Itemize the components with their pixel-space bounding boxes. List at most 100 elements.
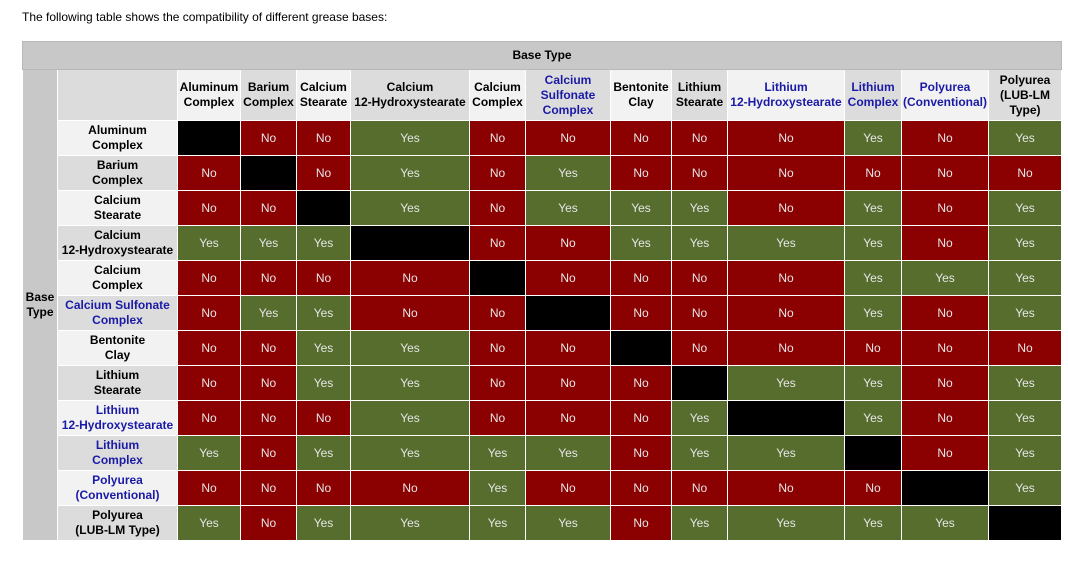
data-row: Lithium Complex Yes No Yes Yes Yes Yes No Yes Yes…: [23, 435, 1063, 471]
compat-cell: Yes: [671, 435, 728, 471]
header-row: Base Type Aluminum Complex Barium Complex…: [22, 69, 1063, 541]
column-header[interactable]: Lithium 12-Hydroxystearate: [727, 69, 845, 121]
self-cell: [671, 365, 728, 401]
compat-cell: No: [350, 295, 470, 331]
column-header: Bentonite Clay: [610, 69, 672, 121]
compat-cell: No: [525, 260, 611, 296]
compat-cell: Yes: [987, 260, 1063, 296]
compat-cell: Yes: [987, 190, 1063, 226]
corner-cell: [57, 69, 178, 121]
compat-cell: No: [727, 155, 845, 191]
compat-cell: No: [296, 260, 351, 296]
compat-cell: Yes: [177, 435, 241, 471]
compat-cell: Yes: [469, 470, 526, 506]
row-header: Barium Complex: [57, 155, 178, 191]
compat-cell: No: [525, 225, 611, 261]
column-header: Calcium 12-Hydroxystearate: [350, 69, 470, 121]
compat-cell: No: [177, 330, 241, 366]
compat-cell: Yes: [844, 400, 902, 436]
column-header[interactable]: Polyurea (Conventional): [901, 69, 989, 121]
compat-cell: Yes: [844, 120, 902, 156]
compat-cell: No: [240, 120, 297, 156]
compat-cell: Yes: [987, 120, 1063, 156]
compat-cell: No: [240, 435, 297, 471]
row-header[interactable]: Lithium Complex: [57, 435, 178, 471]
compat-cell: No: [610, 365, 672, 401]
compat-cell: No: [525, 400, 611, 436]
data-row: Aluminum Complex No No Yes No No No No No Yes No Ye…: [23, 120, 1063, 156]
compat-cell: No: [610, 400, 672, 436]
compat-cell: No: [901, 120, 989, 156]
compat-cell: Yes: [844, 260, 902, 296]
compat-cell: No: [671, 295, 728, 331]
compat-cell: Yes: [525, 505, 611, 541]
compat-cell: No: [177, 295, 241, 331]
compat-cell: No: [469, 365, 526, 401]
compat-cell: Yes: [177, 505, 241, 541]
compat-cell: Yes: [525, 190, 611, 226]
compat-cell: No: [177, 400, 241, 436]
compat-cell: Yes: [350, 435, 470, 471]
compat-cell: No: [844, 155, 902, 191]
compat-cell: Yes: [296, 505, 351, 541]
compat-cell: No: [469, 190, 526, 226]
compat-cell: Yes: [350, 330, 470, 366]
row-group-label: Base Type: [22, 69, 58, 541]
compat-cell: No: [901, 435, 989, 471]
compat-cell: Yes: [987, 295, 1063, 331]
self-cell: [350, 225, 470, 261]
compat-cell: No: [350, 260, 470, 296]
compat-cell: No: [240, 470, 297, 506]
compat-cell: Yes: [987, 470, 1063, 506]
compat-cell: No: [727, 470, 845, 506]
compat-cell: Yes: [987, 435, 1063, 471]
compat-cell: No: [240, 260, 297, 296]
row-header[interactable]: Lithium 12-Hydroxystearate: [57, 400, 178, 436]
compat-cell: No: [469, 155, 526, 191]
compat-cell: No: [901, 365, 989, 401]
compat-cell: Yes: [525, 435, 611, 471]
row-header[interactable]: Calcium Sulfonate Complex: [57, 295, 178, 331]
compat-cell: No: [844, 470, 902, 506]
compat-cell: No: [525, 365, 611, 401]
compat-cell: No: [469, 295, 526, 331]
compat-cell: Yes: [240, 225, 297, 261]
column-header: Calcium Complex: [469, 69, 526, 121]
row-header: Calcium Complex: [57, 260, 178, 296]
column-header: Polyurea (LUB-LM Type): [987, 69, 1063, 121]
data-row: Calcium Complex No No No No No No No No Yes Yes Yes: [23, 260, 1063, 296]
data-row: Polyurea (LUB-LM Type) Yes No Yes Yes Yes Yes N…: [23, 505, 1063, 541]
compat-cell: Yes: [296, 365, 351, 401]
compat-cell: No: [296, 470, 351, 506]
row-header[interactable]: Polyurea (Conventional): [57, 470, 178, 506]
compat-cell: Yes: [844, 365, 902, 401]
column-header: Calcium Stearate: [296, 69, 351, 121]
compat-cell: Yes: [844, 505, 902, 541]
compat-cell: Yes: [610, 225, 672, 261]
compat-cell: Yes: [671, 505, 728, 541]
compatibility-table: Base Type Base Type Aluminum Complex Bari…: [21, 41, 1063, 541]
column-header[interactable]: Lithium Complex: [844, 69, 902, 121]
column-header[interactable]: Calcium Sulfonate Complex: [525, 69, 611, 121]
self-cell: [901, 470, 989, 506]
compat-cell: No: [177, 470, 241, 506]
compat-cell: Yes: [350, 400, 470, 436]
data-row: Lithium Stearate No No Yes Yes No No No Yes Yes No…: [23, 365, 1063, 401]
compat-cell: No: [240, 365, 297, 401]
compat-cell: No: [296, 400, 351, 436]
column-header: Aluminum Complex: [177, 69, 241, 121]
compat-cell: Yes: [987, 365, 1063, 401]
compat-cell: Yes: [727, 435, 845, 471]
compat-cell: Yes: [350, 155, 470, 191]
data-row: Bentonite Clay No No Yes Yes No No No No No No No: [23, 330, 1063, 366]
compat-cell: No: [177, 260, 241, 296]
row-header: Polyurea (LUB-LM Type): [57, 505, 178, 541]
compat-cell: No: [525, 470, 611, 506]
compat-cell: Yes: [610, 190, 672, 226]
self-cell: [844, 435, 902, 471]
compat-cell: No: [901, 400, 989, 436]
compat-cell: No: [177, 190, 241, 226]
compat-cell: Yes: [727, 365, 845, 401]
compat-cell: Yes: [671, 400, 728, 436]
